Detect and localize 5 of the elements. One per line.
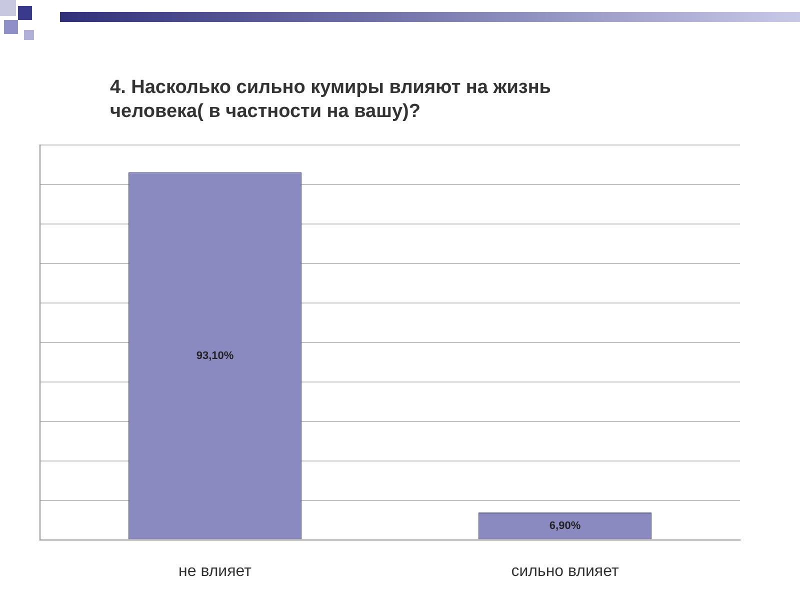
x-tick-label: не влияет xyxy=(178,562,252,580)
data-label: 93,10% xyxy=(196,350,234,362)
data-label: 6,90% xyxy=(549,520,581,532)
x-tick-label: сильно влияет xyxy=(511,562,620,580)
chart-title: 4. Насколько сильно кумиры влияют на жизнь человека( в частности на вашу)? xyxy=(110,76,551,124)
